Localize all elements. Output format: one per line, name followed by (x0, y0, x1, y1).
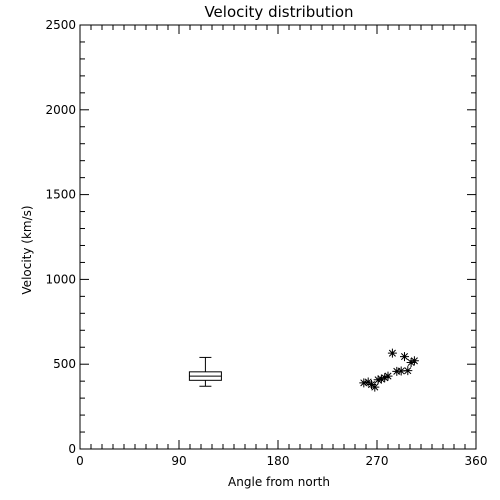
x-tick-label: 0 (76, 454, 84, 468)
chart-title: Velocity distribution (204, 3, 353, 21)
data-point (380, 373, 390, 383)
data-point (373, 375, 383, 385)
asterisk-marker (400, 352, 409, 362)
asterisk-marker (359, 378, 369, 388)
data-point (403, 366, 413, 376)
asterisk-marker (380, 373, 390, 383)
data-point (396, 366, 406, 376)
y-tick-label: 1000 (45, 272, 76, 286)
asterisk-marker (376, 374, 386, 384)
data-point (406, 358, 416, 367)
x-tick-label: 180 (267, 454, 290, 468)
x-axis-label: Angle from north (228, 475, 330, 489)
data-point (383, 371, 393, 381)
y-tick-label: 0 (68, 442, 76, 456)
asterisk-marker (383, 371, 393, 381)
y-tick-label: 2000 (45, 103, 76, 117)
data-point (409, 356, 419, 366)
x-tick-label: 90 (171, 454, 186, 468)
data-point (387, 348, 397, 358)
data-point (376, 374, 386, 384)
data-point (367, 380, 376, 390)
asterisk-marker (363, 377, 373, 387)
asterisk-marker (406, 358, 416, 367)
asterisk-marker (409, 356, 419, 366)
asterisk-marker (367, 380, 376, 390)
y-tick-label: 2500 (45, 18, 76, 32)
asterisk-marker (396, 366, 406, 376)
y-tick-label: 1500 (45, 188, 76, 202)
plot-area: 0 90 180 270 360 0 500 1000 1500 2000 2500 (45, 18, 487, 468)
data-point (359, 378, 369, 388)
y-tick-label: 500 (53, 357, 76, 371)
x-tick-label: 270 (366, 454, 389, 468)
x-tick-label: 360 (465, 454, 488, 468)
asterisk-marker (370, 382, 380, 392)
asterisk-marker (387, 348, 397, 358)
asterisk-marker (373, 375, 383, 385)
data-point (363, 377, 373, 387)
data-point (370, 382, 380, 392)
asterisk-marker (403, 366, 413, 376)
data-point (400, 352, 409, 362)
y-axis-label: Velocity (km/s) (20, 205, 34, 294)
